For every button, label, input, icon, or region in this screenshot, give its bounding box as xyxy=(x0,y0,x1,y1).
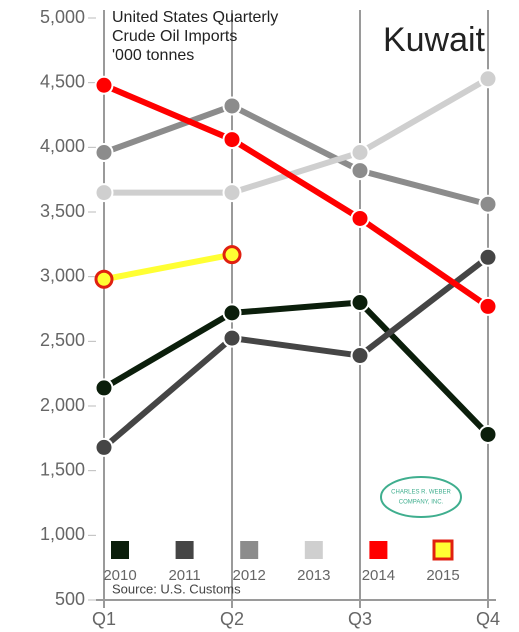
point xyxy=(94,378,114,398)
legend-label: 2015 xyxy=(426,567,459,584)
series-line xyxy=(102,254,490,450)
point xyxy=(222,245,242,265)
point xyxy=(350,346,370,366)
y-tick-label: 500 xyxy=(55,589,85,609)
legend-swatch xyxy=(111,541,129,559)
point xyxy=(222,183,242,203)
y-tick-label: 2,500 xyxy=(40,330,85,350)
legend-label: 2013 xyxy=(297,567,330,584)
legend-label: 2014 xyxy=(362,567,395,584)
annotation: Kuwait xyxy=(383,21,486,59)
point xyxy=(222,303,242,323)
y-tick-label: 4,500 xyxy=(40,71,85,91)
x-tick-label: Q3 xyxy=(348,609,372,629)
y-tick-label: 3,500 xyxy=(40,201,85,221)
point xyxy=(94,75,114,95)
chart-title: United States Quarterly xyxy=(112,9,278,26)
y-tick-label: 4,000 xyxy=(40,136,85,156)
series-line xyxy=(102,102,489,208)
point xyxy=(94,183,114,203)
point xyxy=(222,96,242,116)
x-tick-label: Q2 xyxy=(220,609,244,629)
logo-text: CHARLES R. WEBER xyxy=(391,490,451,496)
legend-swatch xyxy=(304,541,323,559)
logo: CHARLES R. WEBER COMPANY, INC. xyxy=(380,476,462,518)
point xyxy=(94,437,114,457)
y-tick-label: 3,000 xyxy=(40,265,85,285)
point xyxy=(222,130,242,150)
y-tick-label: 1,500 xyxy=(40,459,85,479)
x-tick-label: Q1 xyxy=(92,609,116,629)
series-line xyxy=(103,251,233,283)
point xyxy=(350,293,370,313)
logo-text: COMPANY, INC. xyxy=(399,500,444,506)
point xyxy=(94,143,114,163)
legend-label: 2011 xyxy=(168,567,200,584)
chart-subtitle: '000 tonnes xyxy=(112,47,194,64)
y-tick-label: 5,000 xyxy=(40,7,85,27)
point xyxy=(350,143,370,163)
source: Source: U.S. Customs xyxy=(112,581,241,596)
series-line xyxy=(102,82,490,309)
legend-swatch xyxy=(432,539,454,561)
y-tick-label: 2,000 xyxy=(40,395,85,415)
x-tick-label: Q4 xyxy=(476,609,500,629)
point xyxy=(350,161,370,181)
point xyxy=(478,247,498,267)
series-line xyxy=(104,76,490,196)
legend-label: 2010 xyxy=(103,567,136,584)
logo-ring xyxy=(380,476,462,518)
point xyxy=(350,208,370,228)
legend-swatch xyxy=(240,541,259,559)
point xyxy=(222,328,242,348)
point xyxy=(478,194,498,214)
chart-title: Crude Oil Imports xyxy=(112,28,237,45)
grid: Q1 Q2 Q3 Q4 500 1,000 1,500 2,000 2,500 3,000 3,50… xyxy=(40,7,500,629)
legend-swatch xyxy=(369,541,388,559)
y-tick-label: 1,000 xyxy=(40,524,85,544)
series-line xyxy=(102,299,491,437)
legend-swatch xyxy=(175,541,194,559)
point xyxy=(478,424,498,444)
point xyxy=(94,269,114,289)
point xyxy=(478,296,498,316)
point xyxy=(478,69,498,89)
legend-label: 2012 xyxy=(233,567,266,584)
